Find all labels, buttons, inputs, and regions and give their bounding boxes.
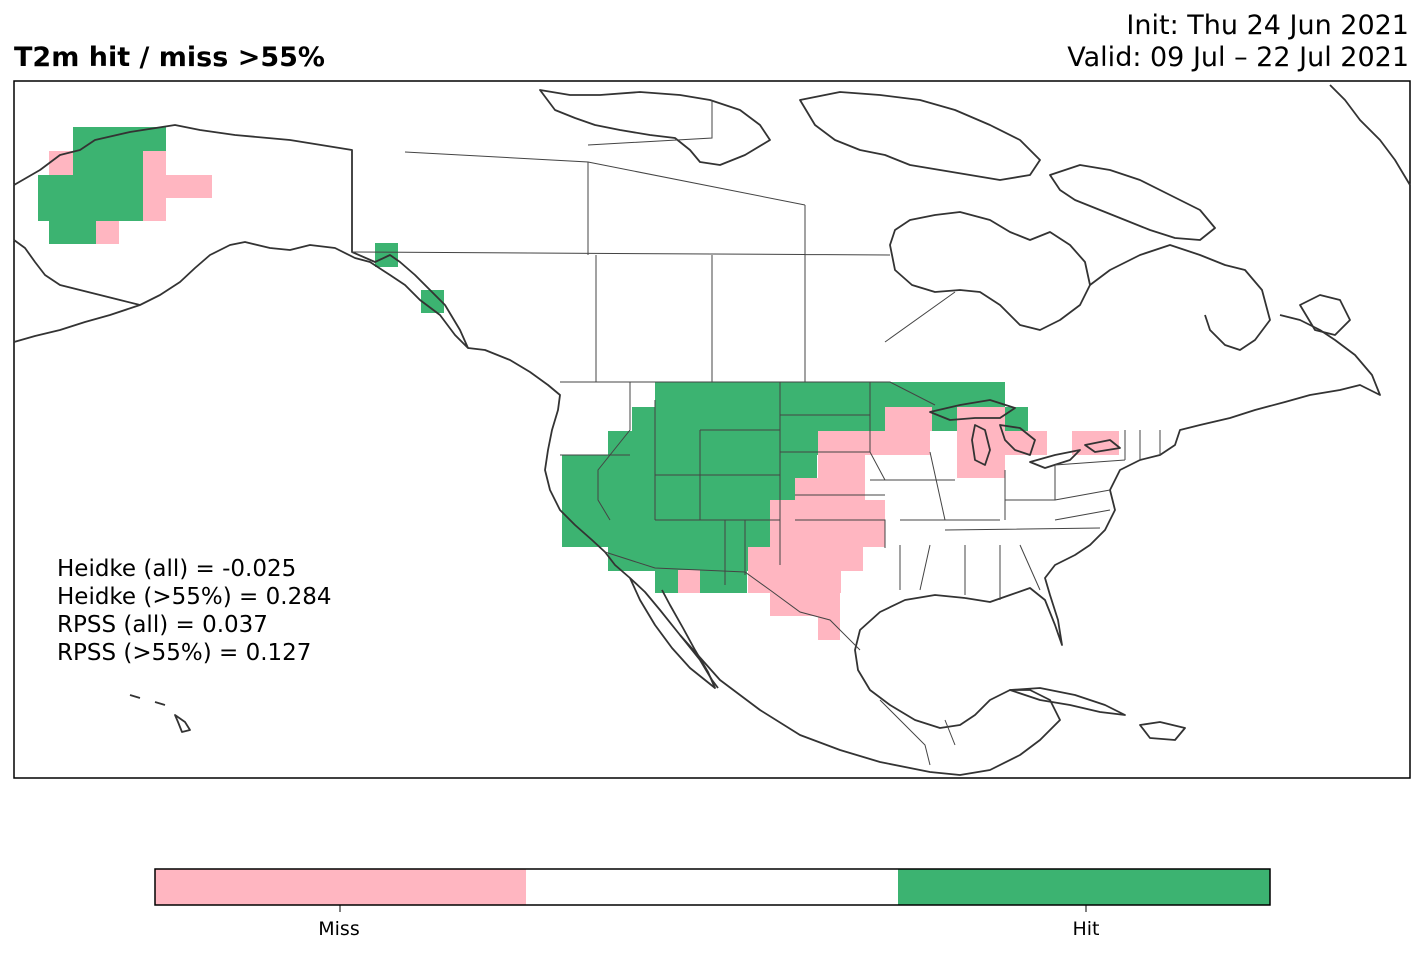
alaska-peninsula bbox=[13, 294, 161, 343]
baja-california bbox=[629, 577, 716, 689]
hit-cell bbox=[655, 570, 678, 593]
us-states-east bbox=[944, 430, 1161, 591]
miss-cell bbox=[143, 175, 212, 198]
lake-superior bbox=[929, 399, 1016, 421]
labrador-coast bbox=[1089, 244, 1271, 351]
grid-cells bbox=[38, 127, 1119, 640]
hit-cell bbox=[38, 175, 143, 221]
hit-cell bbox=[421, 290, 444, 313]
miss-cell bbox=[885, 407, 932, 431]
hit-cell bbox=[562, 455, 817, 500]
hit-cell bbox=[562, 523, 586, 547]
us-mexico-border bbox=[604, 551, 861, 651]
lake-michigan bbox=[971, 424, 991, 466]
map-title: T2m hit / miss >55% bbox=[14, 42, 325, 73]
hawaii bbox=[129, 694, 191, 733]
rpss-all: RPSS (all) = 0.037 bbox=[57, 612, 268, 638]
political-boundaries bbox=[351, 100, 1161, 766]
canada-us-border bbox=[560, 381, 936, 406]
lake-huron bbox=[999, 424, 1036, 456]
miss-cell bbox=[870, 431, 930, 455]
miss-cell bbox=[1007, 431, 1047, 455]
hit-cell bbox=[700, 570, 747, 593]
hit-cell bbox=[562, 500, 792, 523]
miss-cell bbox=[96, 221, 119, 244]
skill-scores: Heidke (all) = -0.025 Heidke (>55%) = 0.… bbox=[57, 555, 331, 667]
miss-cell bbox=[957, 455, 1005, 478]
lake-erie bbox=[1029, 449, 1081, 469]
miss-cell bbox=[818, 431, 870, 455]
hit-cell bbox=[73, 151, 143, 175]
colorbar-label-hit: Hit bbox=[1072, 918, 1100, 940]
miss-cell bbox=[795, 478, 865, 500]
miss-cell bbox=[748, 547, 863, 571]
canadian-provinces bbox=[351, 100, 956, 382]
miss-cell bbox=[770, 500, 885, 523]
hit-cell bbox=[632, 407, 1005, 431]
hit-cell bbox=[1005, 407, 1028, 431]
hit-cell bbox=[49, 221, 96, 244]
map-frame bbox=[13, 80, 1411, 779]
us-states-central bbox=[779, 382, 1001, 600]
hit-cell bbox=[608, 431, 818, 455]
hit-cell bbox=[608, 547, 748, 571]
west-coast bbox=[467, 347, 719, 689]
init-date: Init: Thu 24 Jun 2021 bbox=[1126, 10, 1409, 41]
miss-cell bbox=[678, 570, 700, 593]
heidke-all: Heidke (all) = -0.025 bbox=[57, 556, 297, 582]
hispaniola bbox=[1139, 721, 1186, 741]
miss-cell bbox=[770, 523, 885, 547]
heidke-above-55: Heidke (>55%) = 0.284 bbox=[57, 584, 332, 610]
cuba bbox=[1009, 687, 1126, 716]
colorbar-label-miss: Miss bbox=[318, 918, 360, 940]
hit-cell bbox=[655, 382, 1005, 407]
mexico-states bbox=[879, 699, 956, 766]
rpss-above-55: RPSS (>55%) = 0.127 bbox=[57, 640, 312, 666]
miss-cell bbox=[818, 455, 865, 479]
miss-cell bbox=[770, 593, 840, 616]
miss-cell bbox=[818, 616, 840, 640]
lake-ontario bbox=[1084, 439, 1121, 453]
greenland-coast bbox=[1329, 84, 1411, 186]
arctic-islands-2 bbox=[799, 91, 1041, 181]
newfoundland bbox=[1299, 294, 1351, 336]
baffin-island bbox=[1049, 164, 1216, 241]
hit-cell bbox=[375, 243, 398, 267]
hit-cell bbox=[586, 523, 771, 547]
valid-period: Valid: 09 Jul – 22 Jul 2021 bbox=[1067, 42, 1409, 73]
alaska-coast bbox=[13, 124, 469, 349]
miss-cell bbox=[748, 570, 841, 593]
arctic-islands bbox=[539, 89, 771, 166]
miss-cell bbox=[143, 198, 166, 221]
hit-cell bbox=[73, 127, 166, 151]
miss-cell bbox=[143, 151, 166, 175]
